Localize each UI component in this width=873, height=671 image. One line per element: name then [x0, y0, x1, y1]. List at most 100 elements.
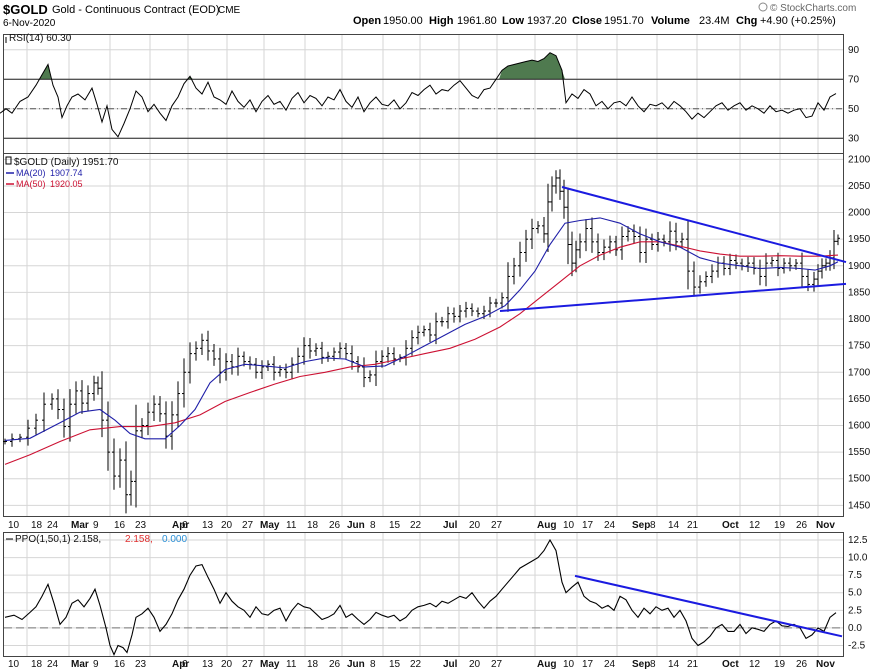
price-bar	[558, 169, 562, 200]
price-bar	[734, 254, 738, 270]
x-tick-label: Oct	[722, 659, 739, 670]
x-tick-label: 27	[242, 659, 254, 670]
x-tick-label: 18	[307, 659, 319, 670]
price-bar	[452, 307, 456, 323]
x-tick-label: 18	[31, 520, 43, 531]
x-tick-label: 26	[329, 520, 341, 531]
close-value: 1951.70	[604, 15, 644, 27]
volume-value: 23.4M	[699, 15, 730, 27]
price-bar	[242, 351, 246, 367]
x-tick-label: 17	[582, 520, 594, 531]
price-bar	[584, 219, 588, 252]
x-tick-label: 27	[491, 659, 503, 670]
x-tick-label: Jul	[443, 520, 458, 531]
price-bar	[42, 392, 46, 432]
close-label: Close	[572, 15, 602, 27]
price-bar	[800, 252, 804, 287]
price-bar	[158, 396, 162, 422]
price-bar	[632, 224, 636, 244]
price-bar	[620, 226, 624, 260]
price-bar	[338, 342, 342, 359]
rsi-tick-label: 50	[848, 104, 860, 115]
x-tick-label: 27	[491, 520, 503, 531]
price-bar	[812, 271, 816, 292]
ppo-legend-signal: 2.158,	[125, 534, 153, 545]
price-trendline	[499, 282, 847, 313]
x-tick-label: 8	[370, 659, 376, 670]
x-tick-label: 8	[650, 520, 656, 531]
rsi-tick-label: 70	[848, 74, 860, 85]
ppo-legend-main: PPO(1,50,1) 2.158,	[15, 534, 101, 545]
price-bar	[416, 325, 420, 345]
x-tick-label: 27	[242, 520, 254, 531]
price-bar	[50, 393, 54, 410]
x-tick-label: 10	[8, 520, 20, 531]
x-tick-label: 22	[410, 659, 422, 670]
ppo-tick-label: 12.5	[848, 535, 868, 546]
ma20-line	[4, 217, 839, 441]
x-tick-label: Sep	[632, 659, 650, 670]
x-tick-label: 19	[774, 659, 786, 670]
rsi-panel	[3, 34, 844, 154]
price-bar	[152, 395, 156, 422]
instrument-name: Gold - Continuous Contract (EOD)	[52, 4, 220, 16]
x-tick-label: 14	[668, 659, 680, 670]
price-tick-label: 1550	[848, 447, 871, 458]
watermark-text: © StockCharts.com	[770, 3, 856, 14]
price-bar	[764, 253, 768, 287]
chg-value: +4.90 (+0.25%)	[760, 15, 836, 27]
x-tick-label: 10	[563, 520, 575, 531]
x-tick-label: 15	[389, 659, 401, 670]
price-bar	[34, 413, 38, 435]
price-bar	[512, 257, 516, 285]
x-tick-label: 22	[410, 520, 422, 531]
ppo-tick-label: 0.0	[848, 623, 862, 634]
x-tick-label: 16	[114, 659, 126, 670]
low-label: Low	[502, 15, 524, 27]
price-bar	[530, 218, 534, 249]
rsi-overbought-fill	[499, 52, 565, 80]
open-label: Open	[353, 15, 381, 27]
price-tick-label: 1750	[848, 341, 871, 352]
price-legend: $GOLD (Daily) 1951.70 MA(20) 1907.74 MA(…	[5, 156, 119, 189]
x-tick-label: 9	[93, 520, 99, 531]
price-axis: 1450 1500 1550 1600 1650 1700 1750 1800 1850 1900…	[848, 154, 871, 511]
x-tick-label: May	[260, 520, 280, 531]
price-bar	[284, 363, 288, 379]
price-bar	[524, 229, 528, 262]
x-tick-label: Jun	[347, 659, 365, 670]
price-bar	[578, 233, 582, 259]
price-bar	[212, 344, 216, 366]
ppo-legend: PPO(1,50,1) 2.158, 2.158, 0.000	[6, 534, 187, 545]
price-bar	[542, 217, 546, 243]
price-bar	[124, 441, 128, 514]
x-tick-label: May	[260, 659, 280, 670]
price-bar	[644, 228, 648, 264]
price-bar	[824, 258, 828, 271]
price-bar	[188, 342, 192, 384]
price-bar	[140, 418, 144, 439]
price-bar	[182, 358, 186, 408]
price-bar	[176, 381, 180, 428]
price-bar	[554, 170, 558, 194]
low-value: 1937.20	[527, 15, 567, 27]
high-value: 1961.80	[457, 15, 497, 27]
price-bar	[224, 353, 228, 381]
price-bar	[68, 389, 72, 442]
x-tick-label: 15	[389, 520, 401, 531]
price-bar	[74, 381, 78, 414]
price-bar	[386, 347, 390, 363]
price-bar	[550, 176, 554, 212]
price-bar	[698, 275, 702, 294]
ma20-legend-value: 1907.74	[50, 168, 83, 178]
volume-label: Volume	[651, 15, 690, 27]
price-bar	[410, 330, 414, 356]
price-bar	[788, 257, 792, 272]
price-bar	[500, 292, 504, 309]
price-bar	[608, 235, 612, 254]
ppo-series-layer	[4, 538, 843, 656]
ppo-axis: -2.5 0.0 2.5 5.0 7.5 10.0 12.5	[848, 535, 868, 651]
price-bar	[710, 264, 714, 284]
price-bar	[3, 438, 7, 445]
